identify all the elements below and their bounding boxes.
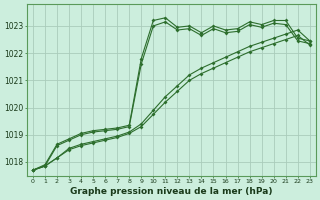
X-axis label: Graphe pression niveau de la mer (hPa): Graphe pression niveau de la mer (hPa): [70, 187, 273, 196]
